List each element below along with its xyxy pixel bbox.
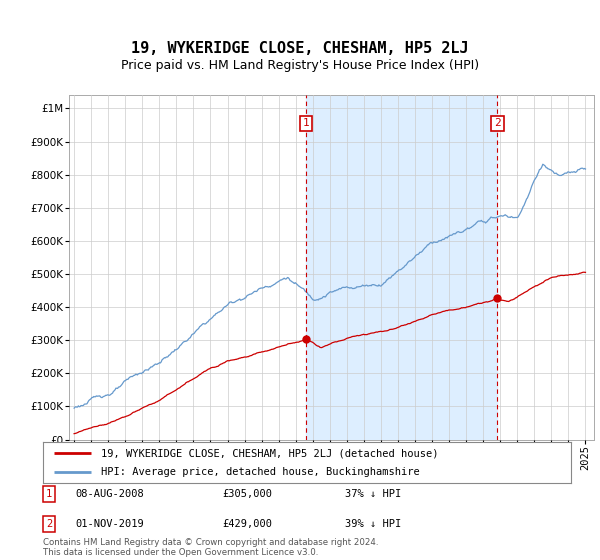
Text: 1: 1 bbox=[46, 489, 52, 499]
Text: HPI: Average price, detached house, Buckinghamshire: HPI: Average price, detached house, Buck… bbox=[101, 467, 420, 477]
Text: 2: 2 bbox=[494, 118, 501, 128]
Text: £429,000: £429,000 bbox=[222, 519, 272, 529]
Text: 1: 1 bbox=[302, 118, 310, 128]
Text: 2: 2 bbox=[46, 519, 52, 529]
Text: Contains HM Land Registry data © Crown copyright and database right 2024.
This d: Contains HM Land Registry data © Crown c… bbox=[43, 538, 379, 557]
Text: 19, WYKERIDGE CLOSE, CHESHAM, HP5 2LJ (detached house): 19, WYKERIDGE CLOSE, CHESHAM, HP5 2LJ (d… bbox=[101, 449, 439, 458]
Text: 19, WYKERIDGE CLOSE, CHESHAM, HP5 2LJ: 19, WYKERIDGE CLOSE, CHESHAM, HP5 2LJ bbox=[131, 41, 469, 56]
Text: 08-AUG-2008: 08-AUG-2008 bbox=[75, 489, 144, 499]
Text: Price paid vs. HM Land Registry's House Price Index (HPI): Price paid vs. HM Land Registry's House … bbox=[121, 59, 479, 72]
Bar bbox=[306, 95, 497, 440]
Text: 39% ↓ HPI: 39% ↓ HPI bbox=[345, 519, 401, 529]
Text: £305,000: £305,000 bbox=[222, 489, 272, 499]
Text: 01-NOV-2019: 01-NOV-2019 bbox=[75, 519, 144, 529]
Text: 37% ↓ HPI: 37% ↓ HPI bbox=[345, 489, 401, 499]
